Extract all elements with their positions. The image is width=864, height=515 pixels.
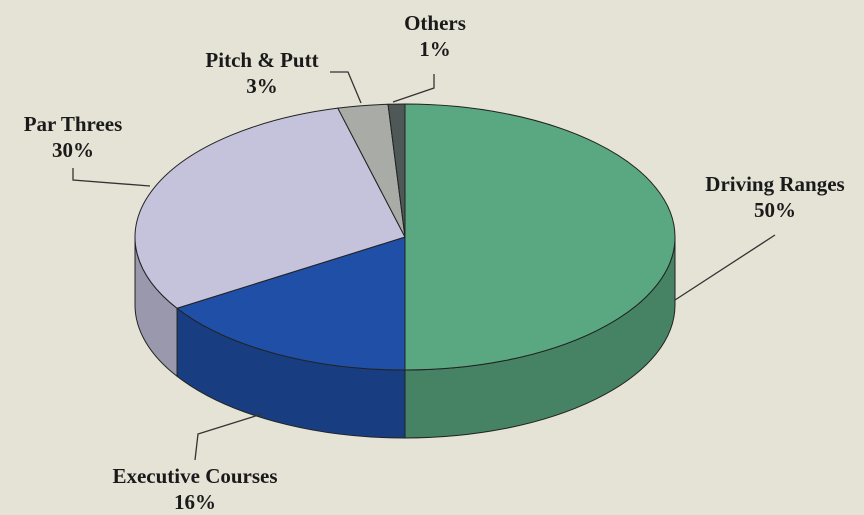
category-label: Others <box>404 11 466 35</box>
slice <box>387 103 406 238</box>
pie-tops <box>134 103 676 371</box>
value-label: 1% <box>419 37 451 61</box>
leader-line <box>674 234 776 301</box>
value-label: 16% <box>174 490 216 514</box>
leader-line <box>330 71 362 104</box>
slice <box>134 107 406 309</box>
value-label: 50% <box>754 198 796 222</box>
leader-line <box>194 413 263 461</box>
category-label: Pitch & Putt <box>205 48 318 72</box>
leader-line <box>392 74 435 103</box>
slice <box>175 236 406 371</box>
category-label: Driving Ranges <box>705 172 844 196</box>
category-label: Executive Courses <box>112 464 277 488</box>
leader-line <box>72 168 151 187</box>
slice <box>404 103 676 371</box>
value-label: 3% <box>246 74 278 98</box>
pie-sides <box>134 236 676 439</box>
category-label: Par Threes <box>24 112 123 136</box>
value-label: 30% <box>52 138 94 162</box>
